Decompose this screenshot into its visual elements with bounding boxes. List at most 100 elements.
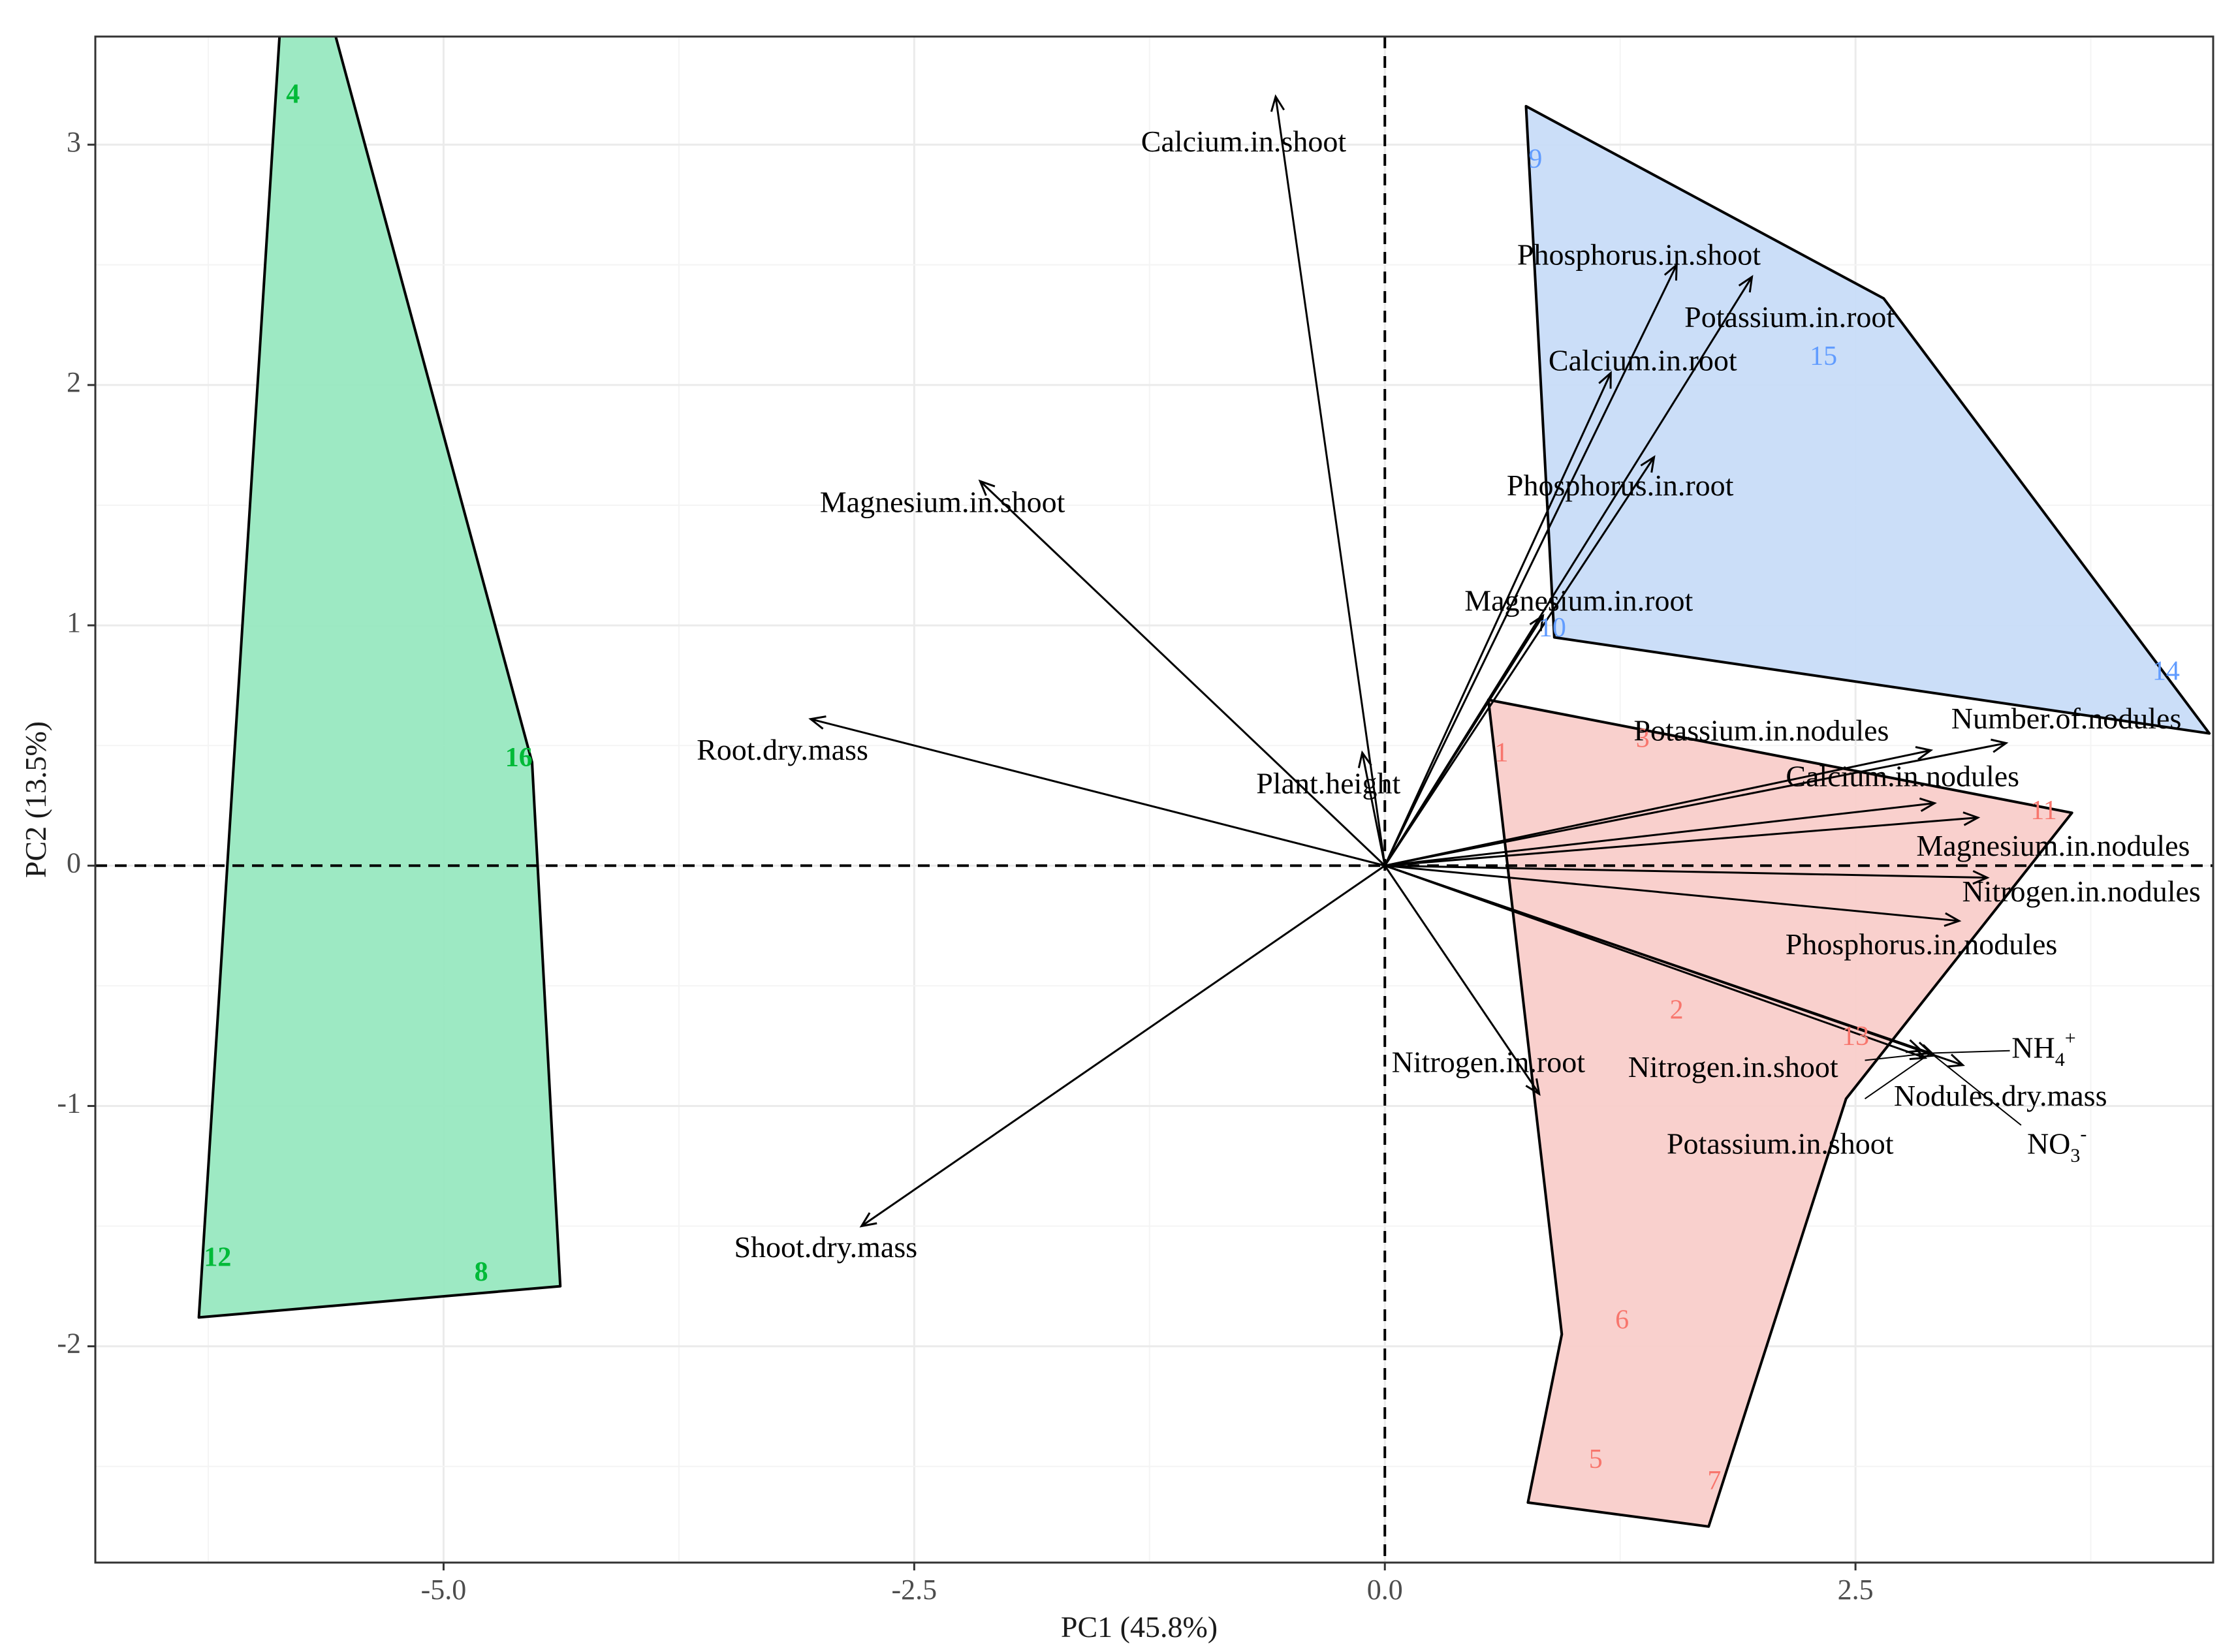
arrow-plant-height — [1361, 752, 1386, 866]
leader-no3 — [1930, 1052, 2022, 1126]
variable-label-nitrogen-in-shoot: Nitrogen.in.shoot — [1628, 1050, 1838, 1083]
arrowhead-phosphorus-in-nodules — [1944, 912, 1962, 927]
observation-label-8: 8 — [475, 1257, 488, 1287]
x-tick-label: -2.5 — [892, 1574, 937, 1606]
observation-label-15: 15 — [1810, 341, 1837, 371]
y-tick-label: 3 — [67, 126, 81, 158]
leader-potassium-in-shoot — [1864, 1052, 1932, 1100]
observation-label-4: 4 — [286, 80, 300, 110]
y-axis-title: PC2 (13.5%) — [19, 721, 52, 878]
variable-label-nodules-dry-mass: Nodules.dry.mass — [1894, 1079, 2107, 1112]
plot-panel-border — [94, 35, 2214, 1564]
arrow-calcium-in-shoot — [1274, 96, 1386, 866]
variable-label-plant-height: Plant.height — [1256, 766, 1400, 800]
arrowhead-potassium-in-shoot — [1909, 1046, 1928, 1061]
arrow-nitrogen-in-nodules — [1385, 864, 1988, 879]
variable-label-calcium-in-shoot: Calcium.in.shoot — [1141, 125, 1347, 158]
arrowhead-number-of-nodules — [1991, 738, 2009, 753]
variable-label-nitrogen-in-nodules: Nitrogen.in.nodules — [1962, 875, 2200, 908]
arrow-magnesium-in-shoot — [979, 480, 1386, 867]
observation-label-10: 10 — [1539, 613, 1566, 643]
variable-label-magnesium-in-shoot: Magnesium.in.shoot — [820, 486, 1065, 519]
variable-labels: Calcium.in.shoot Phosphorus.in.shoot Potas… — [697, 125, 2201, 1264]
y-tick-label: 2 — [67, 366, 81, 398]
x-tick-label: -5.0 — [421, 1574, 467, 1606]
x-tick-label: 2.5 — [1838, 1574, 1874, 1606]
variable-label-calcium-in-root: Calcium.in.root — [1549, 343, 1737, 377]
leader-nh4 — [1930, 1050, 2010, 1054]
reference-lines — [95, 37, 2213, 1563]
arrowhead-plant-height — [1357, 750, 1372, 768]
leader-nitrogen-in-shoot — [1865, 1052, 1931, 1061]
observation-label-3: 3 — [1636, 723, 1650, 753]
observation-label-12: 12 — [204, 1243, 231, 1273]
arrow-potassium-in-nodules — [1384, 749, 1931, 867]
arrowhead-phosphorus-in-shoot — [1663, 262, 1678, 281]
y-tick-label: 1 — [67, 606, 81, 638]
arrow-number-of-nodules — [1384, 742, 2007, 867]
variable-label-phosphorus-in-shoot: Phosphorus.in.shoot — [1517, 238, 1761, 271]
arrow-calcium-in-nodules — [1385, 802, 1935, 867]
observation-label-6: 6 — [1615, 1305, 1629, 1335]
arrow-phosphorus-in-root — [1383, 456, 1655, 867]
variable-label-phosphorus-in-root: Phosphorus.in.root — [1507, 469, 1734, 502]
variable-label-potassium-in-root: Potassium.in.root — [1684, 300, 1895, 334]
x-axis-title: PC1 (45.8%) — [1061, 1610, 1218, 1644]
observation-label-5: 5 — [1589, 1444, 1603, 1474]
arrow-phosphorus-in-nodules — [1385, 864, 1959, 922]
arrow-root-dry-mass — [810, 718, 1385, 867]
group-3-hull — [1524, 104, 2211, 735]
arrowhead-nitrogen-in-root — [1525, 1078, 1541, 1097]
arrow-calcium-in-root — [1383, 372, 1612, 866]
arrowhead-magnesium-in-root — [1529, 614, 1545, 632]
arrow-magnesium-in-nodules — [1385, 817, 1978, 867]
variable-label-calcium-in-nodules: Calcium.in.nodules — [1786, 759, 2019, 792]
observation-label-7: 7 — [1707, 1466, 1721, 1496]
variable-label-phosphorus-in-nodules: Phosphorus.in.nodules — [1786, 927, 2058, 961]
arrowhead-shoot-dry-mass — [859, 1212, 877, 1228]
variable-arrows — [808, 94, 2022, 1228]
arrow-phosphorus-in-shoot — [1383, 264, 1678, 866]
variable-label-magnesium-in-root: Magnesium.in.root — [1464, 584, 1693, 617]
y-tick-label: -1 — [57, 1087, 81, 1119]
y-tick-label: 0 — [67, 847, 81, 879]
variable-label-root-dry-mass: Root.dry.mass — [697, 733, 868, 766]
x-tick-label: 0.0 — [1367, 1574, 1403, 1606]
variable-label-magnesium-in-nodules: Magnesium.in.nodules — [1916, 829, 2190, 862]
arrowhead-nodules-dry-mass — [1947, 1053, 1965, 1068]
arrowhead-calcium-in-shoot — [1270, 94, 1285, 112]
arrow-nitrogen-in-root — [1383, 865, 1540, 1095]
arrowhead-root-dry-mass — [808, 715, 827, 730]
arrowhead-potassium-in-root — [1738, 275, 1754, 293]
arrowhead-calcium-in-nodules — [1919, 797, 1937, 813]
variable-label-potassium-in-nodules: Potassium.in.nodules — [1633, 713, 1889, 747]
superscript: + — [2065, 1027, 2076, 1049]
variable-label-potassium-in-shoot: Potassium.in.shoot — [1667, 1127, 1894, 1161]
arrowhead-calcium-in-root — [1598, 371, 1612, 389]
subscript: 3 — [2070, 1145, 2080, 1166]
observation-label-9: 9 — [1528, 144, 1542, 174]
observation-label-14: 14 — [2152, 656, 2180, 686]
arrow-shoot-dry-mass — [860, 865, 1386, 1227]
observation-label-1: 1 — [1495, 738, 1509, 768]
arrowhead-nitrogen-in-nodules — [1972, 870, 1990, 885]
y-tick-label: -2 — [57, 1328, 81, 1360]
variable-label-shoot-dry-mass: Shoot.dry.mass — [734, 1230, 917, 1264]
variable-label-number-of-nodules: Number.of.nodules — [1951, 702, 2182, 735]
superscript: - — [2080, 1123, 2087, 1145]
arrowhead-phosphorus-in-root — [1640, 455, 1656, 473]
group-1-hull — [197, 37, 562, 1319]
variable-label-nitrogen-in-root: Nitrogen.in.root — [1392, 1045, 1586, 1078]
subscript: 4 — [2055, 1049, 2065, 1070]
group-hulls — [197, 37, 2211, 1528]
observation-label-13: 13 — [1842, 1021, 1869, 1052]
observation-label-16: 16 — [505, 743, 533, 773]
arrowhead-magnesium-in-nodules — [1962, 811, 1981, 826]
arrow-magnesium-in-root — [1383, 615, 1544, 867]
arrowhead-nitrogen-in-shoot — [1906, 1039, 1924, 1053]
group-2-hull — [1487, 698, 2073, 1528]
arrow-potassium-in-shoot — [1384, 864, 1926, 1059]
